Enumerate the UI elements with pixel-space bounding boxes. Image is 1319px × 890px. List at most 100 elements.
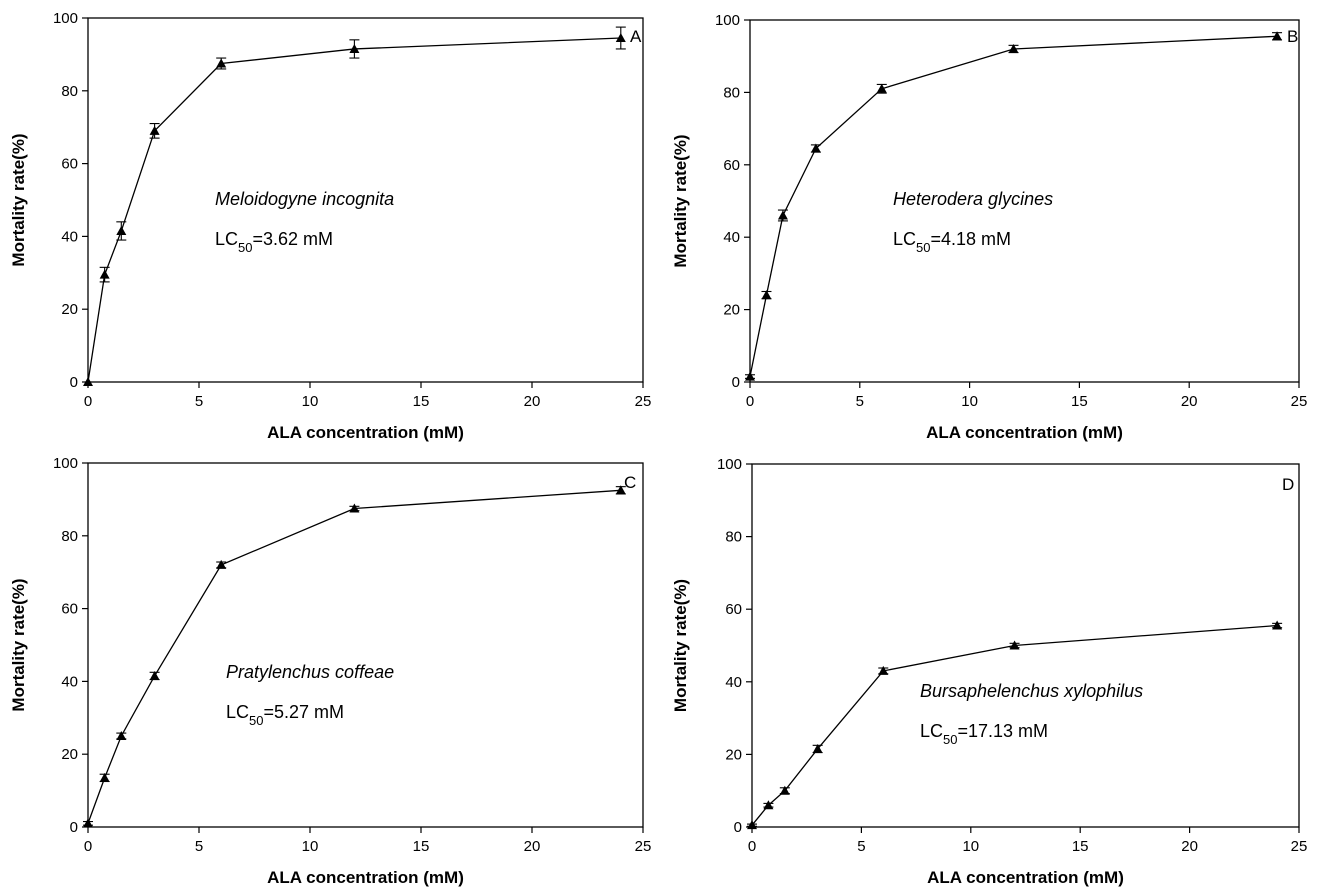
data-point-marker	[745, 371, 755, 381]
panel-letter: A	[630, 27, 642, 46]
x-tick-label: 15	[1071, 393, 1088, 410]
y-axis-label: Mortality rate(%)	[671, 579, 690, 712]
plot-frame	[87, 462, 644, 828]
species-label: Meloidogyne incognita	[215, 189, 394, 209]
data-point-marker	[747, 820, 757, 830]
plot-frame	[751, 463, 1300, 828]
lc50-label: LC50=5.27 mM	[226, 702, 344, 728]
data-point-marker	[216, 58, 227, 68]
chart-panel-a: 0 20 40 60 80 100 0 5 10 15 20 25 ALA concentration …	[9, 10, 651, 442]
x-tick-label: 15	[413, 393, 430, 410]
y-tick-label: 20	[61, 746, 78, 763]
y-tick-label: 60	[61, 156, 78, 173]
panel-letter: B	[1287, 27, 1298, 46]
plot-frame	[749, 19, 1300, 383]
data-point-marker	[99, 269, 110, 279]
y-axis-label: Mortality rate(%)	[9, 578, 28, 711]
series-line	[87, 489, 621, 824]
x-tick-label: 0	[84, 838, 92, 855]
y-tick-label: 80	[725, 529, 742, 546]
x-tick-label: 20	[1181, 838, 1198, 855]
data-point-marker	[779, 785, 790, 795]
y-tick-label: 60	[723, 157, 740, 174]
x-tick-label: 5	[195, 393, 203, 410]
panel-letter: C	[624, 473, 636, 492]
data-point-marker	[615, 485, 626, 495]
data-point-marker	[116, 731, 127, 740]
y-axis-label: Mortality rate(%)	[9, 133, 28, 266]
x-tick-label: 0	[746, 393, 754, 410]
data-point-marker	[812, 743, 823, 753]
y-tick-label: 40	[61, 673, 78, 690]
chart-panel-b: 0 20 40 60 80 100 0 5 10 15 20 25 ALA concentration …	[671, 12, 1307, 442]
y-tick-label: 20	[725, 746, 742, 763]
data-point-marker	[878, 665, 889, 675]
data-point-marker	[349, 43, 360, 53]
lc50-label: LC50=4.18 mM	[893, 229, 1011, 255]
x-axis-label: ALA concentration (mM)	[927, 868, 1124, 887]
y-tick-label: 0	[70, 819, 78, 836]
x-tick-label: 25	[635, 838, 652, 855]
y-tick-label: 40	[61, 228, 78, 245]
x-tick-label: 10	[302, 838, 319, 855]
y-tick-label: 80	[61, 83, 78, 100]
y-tick-label: 60	[725, 601, 742, 618]
y-tick-label: 60	[61, 601, 78, 618]
y-tick-label: 80	[61, 528, 78, 545]
lc50-label: LC50=3.62 mM	[215, 229, 333, 255]
data-point-marker	[876, 83, 887, 93]
y-tick-label: 20	[723, 302, 740, 319]
y-tick-label: 20	[61, 301, 78, 318]
plot-frame	[87, 17, 644, 383]
data-point-marker	[83, 377, 93, 386]
data-point-marker	[1008, 43, 1019, 53]
species-label: Bursaphelenchus xylophilus	[920, 681, 1143, 701]
x-axis-label: ALA concentration (mM)	[267, 423, 464, 442]
y-tick-label: 100	[715, 12, 740, 29]
x-tick-label: 20	[524, 393, 541, 410]
data-point-marker	[349, 503, 360, 513]
data-point-marker	[83, 818, 93, 828]
y-tick-label: 0	[732, 374, 740, 391]
chart-panel-c: 0 20 40 60 80 100 0 5 10 15 20 25 ALA concentration …	[9, 455, 651, 887]
y-tick-label: 40	[725, 674, 742, 691]
x-axis-label: ALA concentration (mM)	[926, 423, 1123, 442]
panel-letter: D	[1282, 475, 1294, 494]
species-label: Heterodera glycines	[893, 189, 1053, 209]
chart-panel-d: 0 20 40 60 80 100 0 5 10 15 20 25 ALA concentration …	[671, 456, 1307, 887]
data-point-marker	[149, 125, 160, 135]
x-tick-label: 15	[413, 838, 430, 855]
data-point-marker	[116, 225, 127, 235]
x-tick-label: 20	[1181, 393, 1198, 410]
x-tick-label: 10	[962, 838, 979, 855]
data-point-marker	[777, 210, 788, 220]
y-tick-label: 40	[723, 229, 740, 246]
y-tick-label: 80	[723, 84, 740, 101]
data-point-marker	[615, 33, 626, 43]
lc50-label: LC50=17.13 mM	[920, 721, 1048, 747]
x-tick-label: 25	[1291, 393, 1308, 410]
data-point-marker	[99, 772, 110, 782]
data-point-marker	[761, 290, 772, 300]
y-axis-label: Mortality rate(%)	[671, 134, 690, 267]
data-point-marker	[1009, 640, 1020, 650]
species-label: Pratylenchus coffeae	[226, 662, 394, 682]
data-point-marker	[1272, 620, 1283, 630]
x-tick-label: 10	[302, 393, 319, 410]
data-point-marker	[1272, 31, 1283, 41]
x-axis-label: ALA concentration (mM)	[267, 868, 464, 887]
y-tick-label: 100	[53, 10, 78, 27]
y-tick-label: 0	[70, 374, 78, 391]
x-tick-label: 15	[1072, 838, 1089, 855]
data-point-marker	[149, 670, 160, 680]
data-point-marker	[763, 800, 774, 810]
x-tick-label: 5	[195, 838, 203, 855]
y-tick-label: 100	[717, 456, 742, 473]
series-line	[87, 37, 621, 383]
x-tick-label: 0	[84, 393, 92, 410]
x-tick-label: 25	[635, 393, 652, 410]
x-tick-label: 0	[748, 838, 756, 855]
y-tick-label: 0	[734, 819, 742, 836]
x-tick-label: 5	[857, 838, 865, 855]
